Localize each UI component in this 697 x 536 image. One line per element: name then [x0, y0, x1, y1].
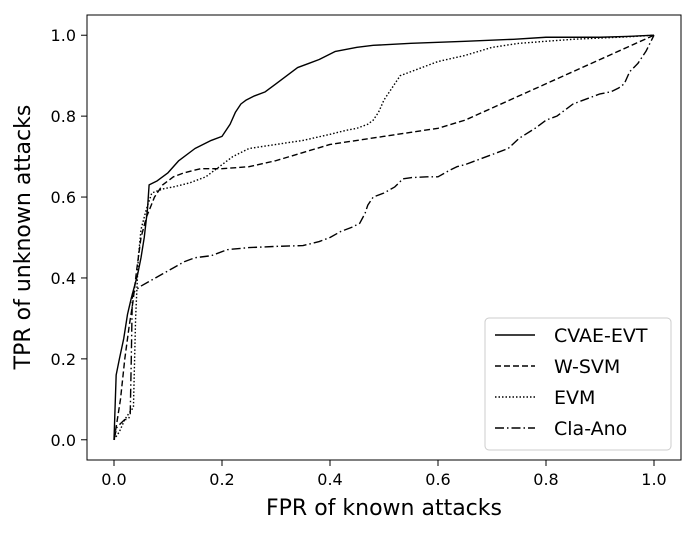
legend-label: CVAE-EVT: [554, 325, 648, 347]
y-axis-label: TPR of unknown attacks: [11, 105, 36, 371]
x-axis: 0.0 0.2 0.4 0.6 0.8 1.0: [101, 460, 667, 489]
series-line-evm: [113, 34, 655, 441]
y-tick-label: 1.0: [51, 26, 76, 45]
x-tick-label: 0.2: [209, 470, 234, 489]
y-tick-label: 0.2: [51, 350, 76, 369]
y-tick-label: 0.0: [51, 431, 76, 450]
plot-frame: [86, 14, 682, 461]
plot-lines: [113, 34, 655, 441]
y-tick-label: 0.4: [51, 269, 76, 288]
x-axis-label: FPR of known attacks: [266, 496, 502, 521]
x-tick-label: 0.6: [425, 470, 450, 489]
y-tick-label: 0.8: [51, 107, 76, 126]
legend-box: [484, 317, 672, 451]
y-axis: 0.0 0.2 0.4 0.6 0.8 1.0: [51, 26, 87, 450]
x-tick-label: 0.0: [101, 470, 126, 489]
series-line-cvae-evt: [113, 34, 655, 440]
x-tick-label: 0.4: [317, 470, 342, 489]
x-tick-label: 1.0: [641, 470, 666, 489]
legend-label: EVM: [554, 387, 595, 409]
x-tick-label: 0.8: [533, 470, 558, 489]
legend: CVAE-EVT W-SVM EVM Cla-Ano: [484, 317, 672, 451]
y-tick-label: 0.6: [51, 188, 76, 207]
legend-label: Cla-Ano: [554, 418, 627, 440]
legend-label: W-SVM: [554, 356, 620, 378]
